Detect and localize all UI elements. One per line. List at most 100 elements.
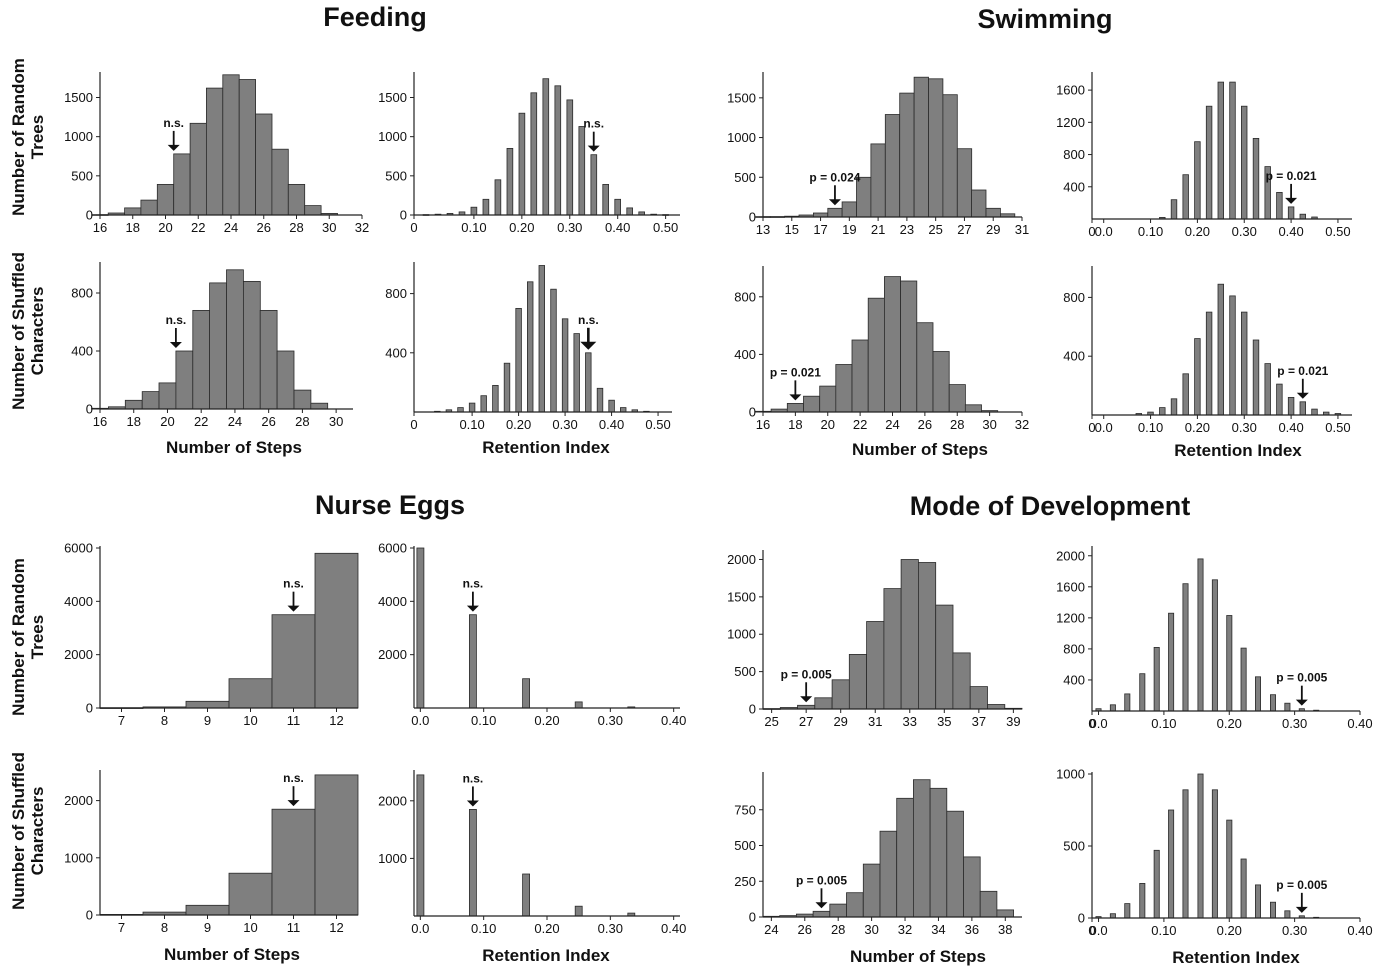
histogram-bar xyxy=(1240,647,1247,712)
x-tick-label: 0.40 xyxy=(605,220,630,235)
histogram-bar xyxy=(835,364,853,413)
x-tick-label: 7 xyxy=(118,713,125,728)
significance-marker: p = 0.005 xyxy=(781,667,832,703)
histogram-bar xyxy=(1226,819,1233,919)
histogram-bar xyxy=(175,350,194,410)
y-tick-label: 1500 xyxy=(64,90,93,105)
histogram-bar xyxy=(948,384,966,413)
x-tick-label: 22 xyxy=(194,414,208,429)
down-arrow-icon xyxy=(1295,699,1308,706)
histogram-bar xyxy=(614,198,621,216)
histogram-bar xyxy=(314,774,359,916)
x-tick-label: 27 xyxy=(799,714,813,729)
histogram-bar xyxy=(1299,213,1306,220)
axis-title-swimming-retention: Retention Index xyxy=(1174,441,1302,460)
histogram-bar xyxy=(963,856,981,918)
histogram-bar xyxy=(971,189,987,218)
histogram-bar xyxy=(255,113,273,216)
x-tick-label: 0.50 xyxy=(1325,224,1350,239)
histogram-bar xyxy=(416,774,425,917)
y-tick-label: 1500 xyxy=(378,90,407,105)
y-tick-label: 800 xyxy=(71,286,93,301)
histogram-bar xyxy=(1153,647,1160,712)
histogram-bar xyxy=(1255,676,1262,712)
histogram-bar xyxy=(985,207,1001,218)
histogram-bar xyxy=(482,198,490,216)
x-tick-label: 0.30 xyxy=(1232,224,1257,239)
y-tick-label: 750 xyxy=(734,802,756,817)
section-title-nurse-eggs: Nurse Eggs xyxy=(314,490,466,520)
histogram-bar xyxy=(566,99,574,216)
x-tick-label: 0.30 xyxy=(1282,923,1307,938)
histogram-bar xyxy=(1241,105,1248,220)
x-tick-label: 29 xyxy=(986,222,1000,237)
x-tick-label: 26 xyxy=(798,922,812,937)
y-tick-label: 2000 xyxy=(64,793,93,808)
histogram-bar xyxy=(1284,702,1291,712)
histogram-bar xyxy=(867,297,885,413)
histogram-bar xyxy=(228,872,273,916)
y-tick-label: 1200 xyxy=(1056,115,1085,130)
y-tick-label: 1000 xyxy=(727,627,756,642)
x-tick-label: 24 xyxy=(764,922,778,937)
x-tick-label: 30 xyxy=(329,414,343,429)
histogram-bar xyxy=(964,404,982,413)
x-tick-label: 33 xyxy=(903,714,917,729)
x-tick-label: 8 xyxy=(161,920,168,935)
section-title-feeding: Feeding xyxy=(323,2,427,32)
y-tick-label: 400 xyxy=(734,347,756,362)
histogram-bar xyxy=(554,85,562,216)
x-tick-label: 20 xyxy=(821,417,835,432)
histogram-bar xyxy=(494,179,502,216)
histogram-nurse-steps-shuffled: 0 1000 2000 7 8 9 10 11 12 n.s. xyxy=(64,770,359,935)
histogram-bar xyxy=(1124,693,1131,712)
x-tick-label: 9 xyxy=(204,920,211,935)
x-tick-label: 0.20 xyxy=(506,417,531,432)
histogram-bar xyxy=(1211,789,1218,919)
histogram-feeding-ri-shuffled: 400 800 0 0.10 0.20 0.30 0.40 0.50 n.s. xyxy=(385,262,672,432)
x-tick-label: 9 xyxy=(204,713,211,728)
x-tick-label: 34 xyxy=(931,922,945,937)
x-tick-label: 24 xyxy=(228,414,242,429)
histogram-nurse-steps-random: 0 2000 4000 6000 7 8 9 10 11 12 n.s. xyxy=(64,541,359,728)
histogram-bar xyxy=(996,909,1015,918)
x-tick-label: 0.20 xyxy=(1185,224,1210,239)
x-tick-label: 37 xyxy=(972,714,986,729)
significance-label: p = 0.005 xyxy=(1276,671,1327,685)
y-tick-label: 2000 xyxy=(378,793,407,808)
significance-label: n.s. xyxy=(283,577,304,591)
histogram-bar xyxy=(515,307,522,413)
histogram-bar xyxy=(1170,199,1178,220)
y-tick-label: 2000 xyxy=(1056,548,1085,563)
axis-title-nurse-steps: Number of Steps xyxy=(163,945,301,964)
x-tick-label: 27 xyxy=(957,222,971,237)
histogram-bar xyxy=(918,562,937,710)
x-tick-label: 0.40 xyxy=(661,713,686,728)
histogram-bar xyxy=(468,614,477,709)
down-arrow-icon xyxy=(466,605,479,612)
histogram-bar xyxy=(1197,773,1204,919)
histogram-bar xyxy=(573,333,580,413)
down-arrow-icon xyxy=(1295,906,1308,913)
histogram-bar xyxy=(578,126,586,216)
histogram-bar xyxy=(913,779,931,918)
significance-marker: n.s. xyxy=(578,313,599,350)
significance-marker: n.s. xyxy=(166,313,186,348)
axis-title-swimming-steps: Number of Steps xyxy=(851,440,989,459)
x-tick-label: 0.20 xyxy=(1185,420,1210,435)
histogram-bar xyxy=(222,74,240,216)
x-tick-label: 0.40 xyxy=(599,417,624,432)
y-tick-label: 1000 xyxy=(378,851,407,866)
y-tick-label: 1200 xyxy=(1056,610,1085,625)
histogram-bar xyxy=(1264,363,1271,416)
x-tick-label: 8 xyxy=(161,713,168,728)
x-tick-label: 16 xyxy=(756,417,770,432)
y-tick-label: 800 xyxy=(1063,147,1085,162)
y-tick-label: 0 xyxy=(86,208,93,223)
histogram-bar xyxy=(574,905,583,917)
x-tick-label: 28 xyxy=(950,417,964,432)
x-tick-label: 0.30 xyxy=(598,713,623,728)
x-tick-label: 0 xyxy=(410,417,417,432)
histogram-bar xyxy=(480,395,487,413)
